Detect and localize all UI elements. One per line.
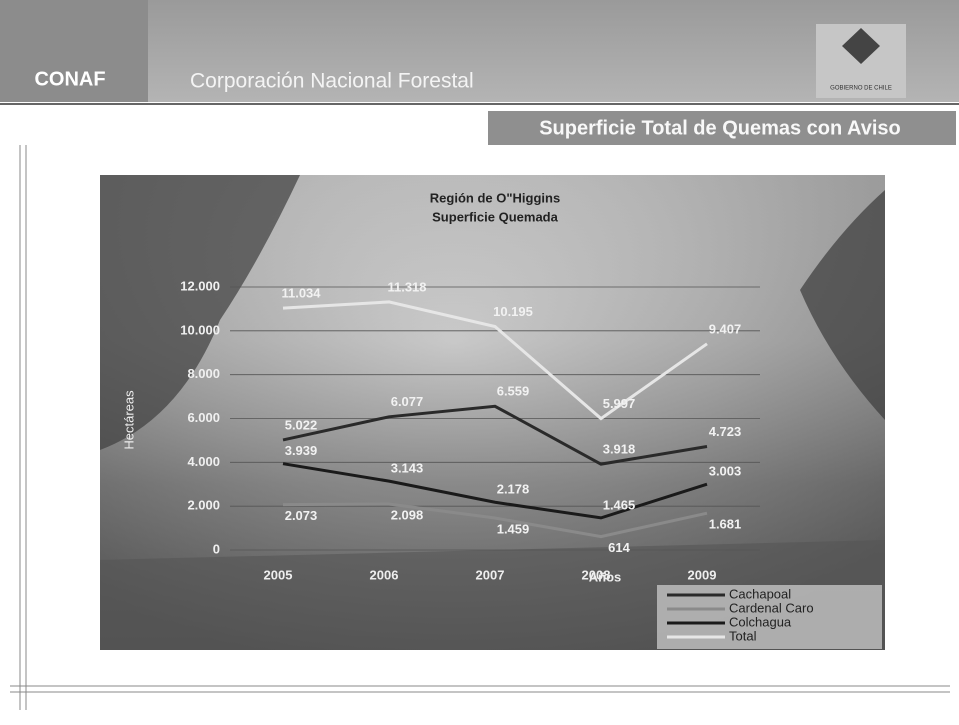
data-label: 3.939 <box>285 443 318 458</box>
data-label: 2.178 <box>497 482 530 497</box>
section-title: Superficie Total de Quemas con Aviso <box>539 117 901 139</box>
y-tick-label: 10.000 <box>180 322 220 337</box>
y-tick-label: 4.000 <box>187 454 220 469</box>
y-tick-label: 12.000 <box>180 278 220 293</box>
org-name: Corporación Nacional Forestal <box>190 70 474 93</box>
data-label: 3.003 <box>709 464 742 479</box>
legend-label: Total <box>729 628 757 643</box>
data-label: 1.465 <box>603 497 636 512</box>
data-label: 1.681 <box>709 517 742 532</box>
x-tick-label: 2006 <box>370 567 399 582</box>
data-label: 1.459 <box>497 521 530 536</box>
x-tick-label: 2005 <box>264 567 293 582</box>
data-label: 5.997 <box>603 396 636 411</box>
chart-subtitle: Superficie Quemada <box>432 209 558 224</box>
legend-label: Colchagua <box>729 614 792 629</box>
data-label: 6.559 <box>497 384 530 399</box>
data-label: 3.918 <box>603 442 636 457</box>
x-tick-label: 2009 <box>688 567 717 582</box>
data-label: 2.098 <box>391 507 424 522</box>
brand: CONAF <box>34 68 105 90</box>
y-tick-label: 6.000 <box>187 410 220 425</box>
chart-title: Región de O"Higgins <box>430 190 560 205</box>
data-label: 9.407 <box>709 321 742 336</box>
y-tick-label: 0 <box>213 541 220 556</box>
data-label: 6.077 <box>391 394 424 409</box>
data-label: 4.723 <box>709 424 742 439</box>
x-tick-label: 2008 <box>582 567 611 582</box>
slide: CONAF Corporación Nacional Forestal GOBI… <box>0 0 959 720</box>
data-label: 5.022 <box>285 417 318 432</box>
x-tick-label: 2007 <box>476 567 505 582</box>
data-label: 3.143 <box>391 461 424 476</box>
data-label: 11.034 <box>281 286 321 301</box>
y-tick-label: 2.000 <box>187 498 220 513</box>
data-label: 11.318 <box>387 279 426 294</box>
legend-label: Cardenal Caro <box>729 600 814 615</box>
y-tick-label: 8.000 <box>187 366 220 381</box>
y-axis-label: Hectáreas <box>121 390 136 450</box>
legend-label: Cachapoal <box>729 586 791 601</box>
logo-text: GOBIERNO DE CHILE <box>830 86 892 92</box>
data-label: 614 <box>608 540 630 555</box>
data-label: 10.195 <box>493 304 533 319</box>
data-label: 2.073 <box>285 508 318 523</box>
